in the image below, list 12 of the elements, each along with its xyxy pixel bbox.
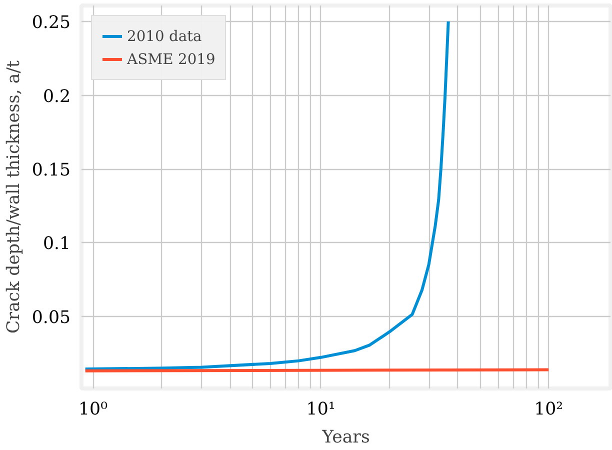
y-tick-label: 0.25 — [32, 13, 71, 34]
legend-label: ASME 2019 — [127, 50, 216, 68]
legend-label: 2010 data — [127, 28, 202, 44]
y-tick-label: 0.15 — [32, 160, 71, 181]
x-axis-title: Years — [321, 428, 370, 448]
y-tick-label: 0.05 — [32, 308, 71, 328]
x-tick-label: 10² — [534, 400, 564, 420]
y-tick-label: 0.1 — [42, 234, 71, 254]
x-tick-label: 10¹ — [306, 400, 336, 420]
x-tick-label: 10⁰ — [78, 400, 108, 420]
y-tick-label: 0.2 — [42, 86, 71, 107]
y-axis-title: Crack depth/wall thickness, a/t — [4, 60, 24, 334]
